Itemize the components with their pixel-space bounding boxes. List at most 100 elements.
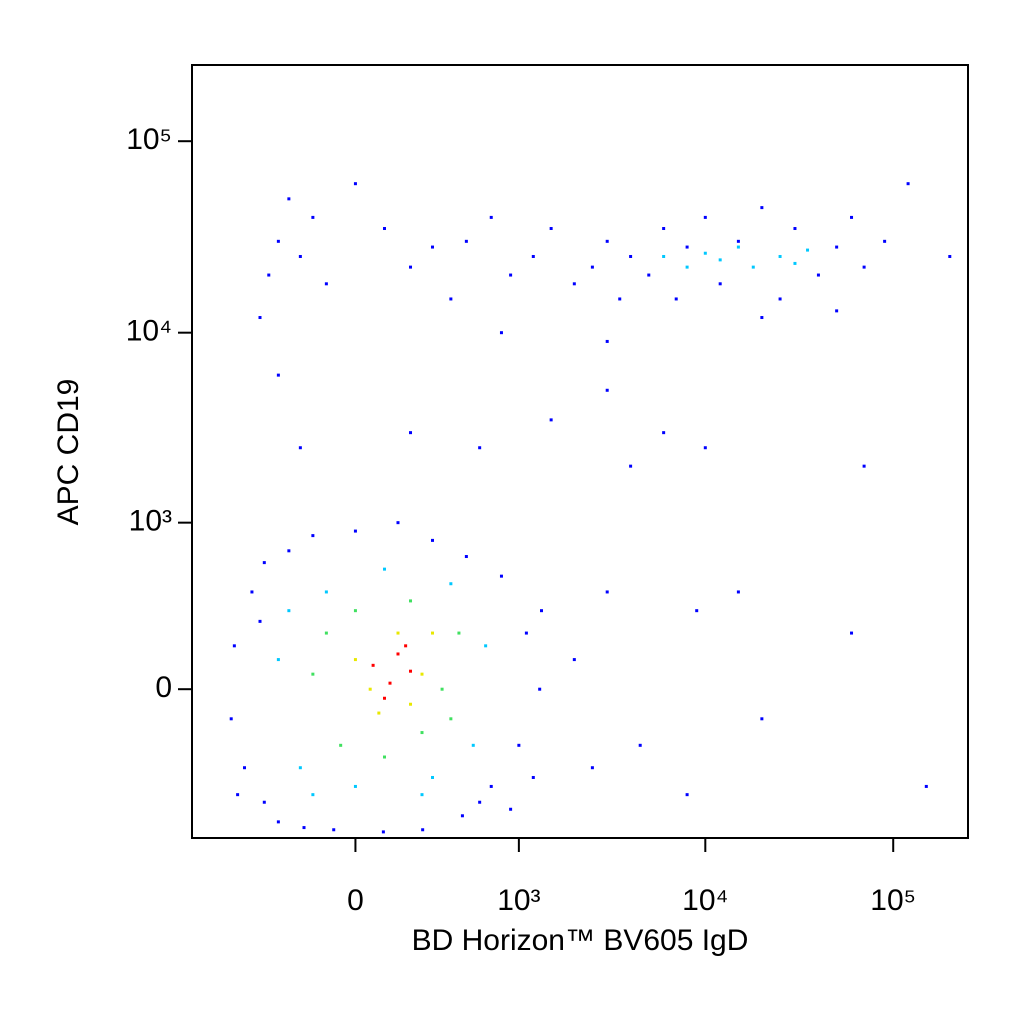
data-point — [409, 265, 413, 269]
data-point — [440, 687, 444, 691]
data-point — [276, 658, 280, 662]
data-point — [409, 599, 413, 603]
data-point — [420, 731, 424, 735]
data-point — [232, 644, 236, 648]
data-point — [540, 609, 544, 613]
data-point — [509, 807, 513, 811]
y-tick-label: 10⁵ — [126, 123, 172, 156]
data-point — [430, 538, 434, 542]
data-point — [793, 227, 797, 231]
data-point — [489, 215, 493, 219]
data-point — [685, 265, 689, 269]
data-point — [718, 282, 722, 286]
data-point — [353, 658, 357, 662]
data-point — [484, 644, 488, 648]
data-point — [524, 631, 528, 635]
data-point — [324, 282, 328, 286]
data-point — [324, 590, 328, 594]
data-point — [736, 590, 740, 594]
data-point — [662, 227, 666, 231]
data-point — [517, 743, 521, 747]
data-point — [464, 555, 468, 559]
data-point — [906, 182, 910, 186]
data-point — [311, 672, 315, 676]
data-point — [862, 265, 866, 269]
data-point — [449, 717, 453, 721]
data-point — [420, 793, 424, 797]
data-point — [298, 446, 302, 450]
x-tick-label: 0 — [347, 884, 364, 917]
y-tick-label: 10⁴ — [126, 315, 172, 348]
data-point — [674, 297, 678, 301]
data-point — [489, 784, 493, 788]
data-point — [549, 418, 553, 422]
data-point — [460, 814, 464, 818]
data-point — [638, 743, 642, 747]
data-point — [430, 245, 434, 249]
data-point — [618, 297, 622, 301]
data-point — [850, 631, 854, 635]
data-point — [311, 793, 315, 797]
data-point — [531, 775, 535, 779]
data-point — [396, 652, 400, 656]
data-point — [806, 248, 810, 252]
data-point — [267, 273, 271, 277]
data-point — [396, 631, 400, 635]
data-point — [339, 743, 343, 747]
data-point — [236, 793, 240, 797]
data-point — [605, 339, 609, 343]
data-point — [371, 663, 375, 667]
data-point — [736, 245, 740, 249]
data-point — [590, 766, 594, 770]
data-point — [778, 254, 782, 258]
data-point — [396, 521, 400, 525]
data-point — [353, 529, 357, 533]
data-point — [311, 534, 315, 538]
data-point — [404, 644, 408, 648]
data-point — [760, 316, 764, 320]
data-point — [703, 215, 707, 219]
data-point — [760, 206, 764, 210]
data-point — [430, 631, 434, 635]
data-point — [464, 239, 468, 243]
data-point — [377, 711, 381, 715]
data-point — [778, 297, 782, 301]
y-axis-label: APC CD19 — [52, 379, 85, 526]
data-point — [353, 182, 357, 186]
data-point — [478, 800, 482, 804]
data-point — [382, 755, 386, 759]
data-point — [605, 239, 609, 243]
data-point — [311, 215, 315, 219]
data-point — [298, 766, 302, 770]
data-point — [368, 687, 372, 691]
data-point — [382, 567, 386, 571]
data-point — [751, 265, 755, 269]
data-point — [262, 800, 266, 804]
data-point — [276, 239, 280, 243]
data-point — [324, 631, 328, 635]
data-point — [662, 254, 666, 258]
data-point — [647, 273, 651, 277]
data-point — [499, 574, 503, 578]
plot-frame — [191, 64, 969, 839]
data-point — [471, 743, 475, 747]
x-tick-label: 10⁵ — [870, 884, 916, 917]
data-point — [883, 239, 887, 243]
data-point — [287, 549, 291, 553]
data-point — [381, 830, 385, 834]
data-point — [353, 609, 357, 613]
data-point — [862, 464, 866, 468]
data-point — [924, 784, 928, 788]
data-point — [430, 775, 434, 779]
data-point — [572, 658, 576, 662]
data-point — [382, 227, 386, 231]
x-tick-label: 10⁴ — [682, 884, 728, 917]
data-point — [250, 590, 254, 594]
data-point — [409, 669, 413, 673]
data-point — [629, 254, 633, 258]
data-point — [948, 254, 952, 258]
data-point — [478, 446, 482, 450]
data-point — [449, 297, 453, 301]
data-point — [685, 793, 689, 797]
